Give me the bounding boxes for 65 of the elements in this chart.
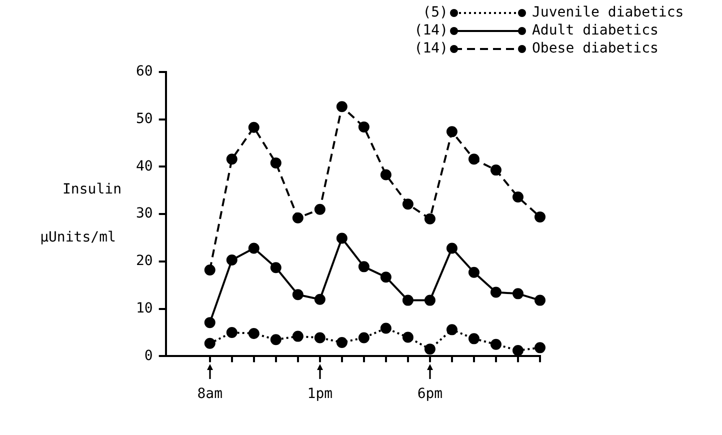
point (270, 157, 282, 168)
y-tick-label: 60 (136, 64, 153, 80)
y-tick-label: 0 (144, 348, 153, 364)
text: (5) (422, 4, 448, 21)
y-tick-label: 50 (136, 111, 153, 128)
text: Insulin μUnits/ml (40, 182, 122, 246)
point (534, 294, 546, 306)
point (336, 232, 348, 244)
point (468, 154, 480, 165)
legend-label: Obese diabetics (532, 40, 658, 57)
point (270, 262, 282, 274)
point (358, 261, 370, 272)
point (490, 286, 502, 298)
point (226, 154, 238, 165)
point (424, 213, 436, 224)
point (292, 212, 304, 224)
point (424, 294, 436, 306)
point (226, 327, 238, 338)
x-tick-label: 8am (197, 386, 223, 402)
point (226, 254, 238, 266)
point (358, 332, 370, 344)
y-tick-label: 10 (136, 300, 153, 316)
point (402, 332, 414, 343)
x-tick-label: 1pm (307, 386, 333, 402)
point (204, 317, 216, 328)
y-tick-label: 30 (136, 206, 153, 222)
point (512, 192, 524, 203)
legend-label: Adult diabetics (532, 22, 658, 39)
point (534, 211, 546, 222)
point (292, 330, 304, 342)
point (358, 121, 370, 132)
point (380, 322, 392, 334)
point (424, 344, 436, 355)
point (446, 126, 458, 138)
point (446, 242, 458, 254)
x-tick-label: 6pm (417, 386, 443, 402)
point (336, 336, 348, 348)
point (270, 334, 282, 346)
point (314, 332, 326, 344)
point (534, 342, 546, 354)
legend-label: Juvenile diabetics (532, 4, 684, 21)
text: (14) (414, 40, 448, 57)
point (314, 294, 326, 305)
point (336, 101, 348, 112)
point (402, 198, 414, 210)
point (204, 264, 216, 276)
point (468, 266, 480, 278)
point (248, 122, 260, 133)
point (204, 338, 216, 349)
point (314, 204, 326, 215)
point (380, 169, 392, 180)
point (292, 289, 304, 300)
point (512, 345, 524, 356)
point (490, 164, 502, 176)
point (468, 333, 480, 344)
y-tick-label: 40 (136, 158, 153, 174)
point (402, 294, 414, 306)
point (446, 324, 458, 336)
point (490, 338, 502, 350)
text: (14) (414, 22, 448, 39)
point (380, 272, 392, 283)
point (512, 288, 524, 300)
y-tick-label: 20 (136, 253, 153, 270)
point (248, 242, 260, 254)
point (248, 328, 260, 339)
